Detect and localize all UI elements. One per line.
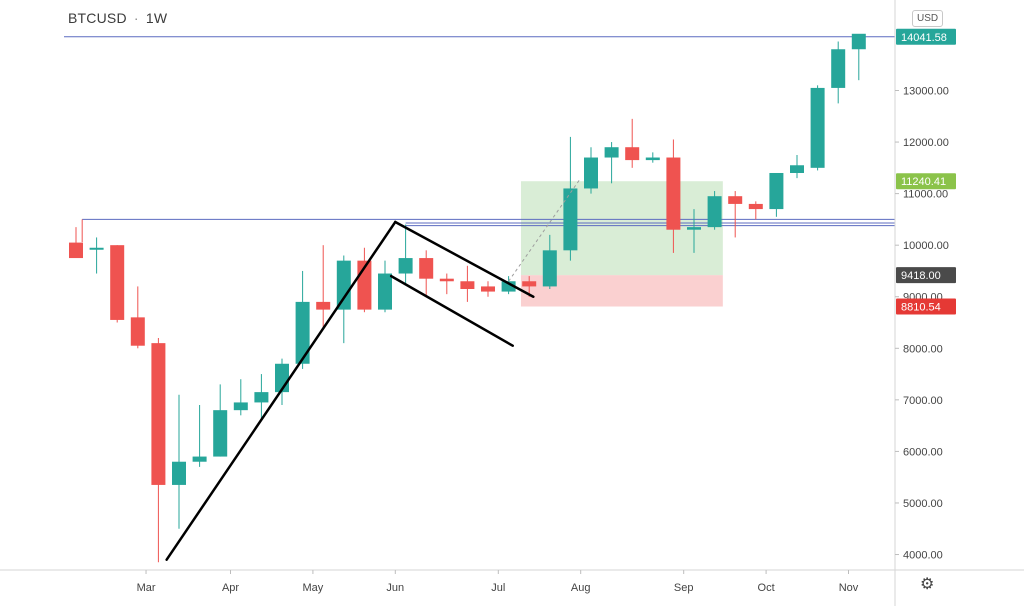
candle-body[interactable] bbox=[831, 49, 846, 88]
x-tick-label: May bbox=[303, 582, 324, 594]
candle-body[interactable] bbox=[707, 196, 722, 228]
candle-body[interactable] bbox=[213, 410, 228, 457]
candle-body[interactable] bbox=[810, 87, 825, 168]
candle-body[interactable] bbox=[233, 402, 248, 411]
trendline[interactable] bbox=[394, 220, 535, 298]
candle-body[interactable] bbox=[542, 250, 557, 287]
trendline[interactable] bbox=[165, 220, 397, 561]
y-tick-label: 8000.00 bbox=[903, 343, 943, 355]
trendline[interactable] bbox=[389, 274, 514, 347]
gear-icon[interactable]: ⚙ bbox=[920, 576, 935, 593]
projection-line[interactable] bbox=[508, 177, 582, 282]
candle-body[interactable] bbox=[460, 281, 475, 289]
candle-body[interactable] bbox=[316, 301, 331, 310]
timeframe-label: 1W bbox=[145, 10, 168, 26]
legend-separator: · bbox=[133, 10, 139, 26]
y-tick-label: 12000.00 bbox=[903, 137, 949, 149]
candle-body[interactable] bbox=[439, 278, 454, 282]
candle-body[interactable] bbox=[851, 33, 866, 50]
candle-body[interactable] bbox=[130, 317, 145, 346]
candle-body[interactable] bbox=[769, 172, 784, 210]
candle-body[interactable] bbox=[563, 188, 578, 251]
candle-body[interactable] bbox=[625, 147, 640, 161]
candle-body[interactable] bbox=[192, 456, 207, 462]
candle-body[interactable] bbox=[584, 157, 598, 189]
currency-badge[interactable]: USD bbox=[912, 10, 944, 27]
price-badge-label: 11240.41 bbox=[901, 176, 946, 188]
price-badge-label: 9418.00 bbox=[901, 270, 941, 282]
x-tick-label: Mar bbox=[137, 582, 156, 594]
candle-body[interactable] bbox=[604, 147, 619, 158]
x-tick-label: Aug bbox=[571, 582, 591, 594]
chart-legend: BTCUSD · 1W bbox=[68, 10, 167, 26]
y-tick-label: 11000.00 bbox=[903, 189, 948, 201]
candle-body[interactable] bbox=[398, 258, 413, 274]
y-tick-label: 10000.00 bbox=[903, 240, 949, 252]
candle-body[interactable] bbox=[378, 273, 392, 310]
candle-body[interactable] bbox=[481, 286, 495, 292]
price-badge[interactable] bbox=[896, 28, 956, 45]
candle-body[interactable] bbox=[151, 343, 166, 485]
candle-body[interactable] bbox=[501, 281, 516, 292]
y-tick-label: 13000.00 bbox=[903, 85, 949, 97]
price-badge[interactable] bbox=[896, 267, 956, 284]
price-badge-label: 14041.58 bbox=[901, 32, 947, 44]
x-tick-label: Jul bbox=[491, 582, 505, 594]
candle-body[interactable] bbox=[728, 196, 743, 204]
x-tick-label: Oct bbox=[758, 582, 775, 594]
candle-body[interactable] bbox=[89, 247, 104, 250]
y-tick-label: 5000.00 bbox=[903, 498, 943, 510]
candle-body[interactable] bbox=[69, 242, 83, 259]
candle-body[interactable] bbox=[522, 281, 537, 287]
price-badge[interactable] bbox=[896, 298, 956, 315]
x-tick-label: Jun bbox=[386, 582, 404, 594]
x-tick-label: Nov bbox=[839, 582, 859, 594]
y-tick-label: 6000.00 bbox=[903, 446, 943, 458]
candle-body[interactable] bbox=[295, 301, 310, 364]
candle-body[interactable] bbox=[666, 157, 681, 230]
candle-body[interactable] bbox=[645, 157, 660, 161]
x-tick-label: Sep bbox=[674, 582, 694, 594]
candle-body[interactable] bbox=[687, 227, 701, 230]
y-tick-label: 4000.00 bbox=[903, 550, 943, 562]
candle-body[interactable] bbox=[110, 245, 125, 320]
candle-body[interactable] bbox=[419, 258, 434, 279]
price-badge-label: 8810.54 bbox=[901, 302, 941, 314]
candle-body[interactable] bbox=[748, 203, 763, 210]
candle-body[interactable] bbox=[336, 260, 351, 310]
candle-body[interactable] bbox=[254, 392, 269, 403]
price-badge[interactable] bbox=[896, 173, 956, 190]
candle-body[interactable] bbox=[172, 461, 186, 485]
x-tick-label: Apr bbox=[222, 582, 239, 594]
y-tick-label: 7000.00 bbox=[903, 395, 943, 407]
symbol-name: BTCUSD bbox=[68, 10, 127, 26]
candle-body[interactable] bbox=[790, 165, 804, 173]
